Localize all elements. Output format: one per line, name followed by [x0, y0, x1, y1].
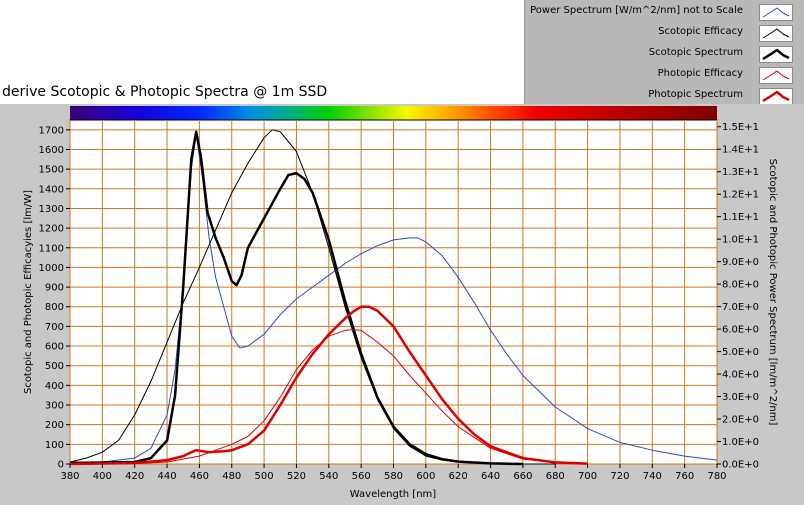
y2-tick-label: 8.0E+0 — [722, 280, 759, 291]
y2-tick-label: 1.2E+1 — [722, 190, 759, 201]
y2-tick-label: 4.0E+0 — [722, 370, 759, 381]
legend-swatch-line — [762, 90, 790, 103]
legend-swatch-line — [762, 48, 790, 61]
y2-tick-label: 6.0E+0 — [722, 325, 759, 336]
legend-label: Scotopic Efficacy — [658, 26, 743, 37]
x-tick-label: 440 — [158, 471, 177, 482]
x-tick-label: 700 — [578, 471, 597, 482]
y2-tick-label: 3.0E+0 — [722, 392, 759, 403]
y-tick-label: 0 — [58, 460, 64, 471]
y-tick-label: 500 — [45, 361, 64, 372]
y-tick-label: 1700 — [39, 125, 64, 136]
plot-frame: 380 400 420 440 460 480 500 520 540 560 580 600 620 6… — [0, 104, 804, 505]
y-tick-label: 1500 — [39, 165, 64, 176]
legend-label: Power Spectrum [W/m^2/nm] not to Scale — [530, 5, 743, 16]
spectrum-bar — [70, 106, 717, 120]
x-tick-label: 400 — [93, 471, 112, 482]
legend-item[interactable]: Photopic Efficacy — [525, 65, 804, 85]
x-tick-label: 780 — [707, 471, 726, 482]
x-tick-label: 420 — [125, 471, 144, 482]
x-tick-label: 560 — [352, 471, 371, 482]
series-photopic-spectrum — [69, 305, 588, 466]
legend-swatch-icon — [759, 67, 793, 84]
series-photopic-efficacy — [69, 329, 588, 465]
y2-tick-label: 1.3E+1 — [722, 167, 759, 178]
legend-swatch-line — [762, 70, 790, 81]
y-tick-label: 200 — [45, 420, 64, 431]
y-tick-label: 1000 — [39, 263, 64, 274]
chart-title: derive Scotopic & Photopic Spectra @ 1m … — [2, 84, 328, 100]
y2-tick-label: 1.4E+1 — [722, 145, 759, 156]
legend-swatch-icon — [759, 4, 793, 21]
y-tick-label: 1300 — [39, 204, 64, 215]
y2-tick-label: 9.0E+0 — [722, 257, 759, 268]
x-tick-label: 540 — [319, 471, 338, 482]
x-tick-label: 600 — [416, 471, 435, 482]
y-tick-label: 400 — [45, 381, 64, 392]
y-tick-label: 1400 — [39, 184, 64, 195]
legend-label: Scotopic Spectrum — [648, 47, 743, 58]
y-tick-label: 900 — [45, 283, 64, 294]
y2-tick-label: 1.0E+1 — [722, 235, 759, 246]
x-tick-label: 660 — [513, 471, 532, 482]
y2-tick-label: 1.0E+0 — [722, 437, 759, 448]
x-tick-label: 760 — [675, 471, 694, 482]
legend-swatch-icon — [759, 25, 793, 42]
x-tick-label: 460 — [190, 471, 209, 482]
legend: Power Spectrum [W/m^2/nm] not to Scale Sc… — [524, 0, 804, 105]
x-tick-label: 380 — [60, 471, 79, 482]
y-tick-label: 1100 — [39, 243, 64, 254]
legend-swatch-icon — [759, 46, 793, 63]
series-scotopic-spectrum — [69, 130, 523, 466]
y2-tick-label: 5.0E+0 — [722, 347, 759, 358]
y-tick-label: 300 — [45, 401, 64, 412]
chart: 380 400 420 440 460 480 500 520 540 560 580 600 620 6… — [23, 106, 778, 500]
y2-tick-label: 1.1E+1 — [722, 212, 759, 223]
legend-item[interactable]: Scotopic Efficacy — [525, 23, 804, 43]
x-tick-label: 720 — [610, 471, 629, 482]
y2-tick-label: 2.0E+0 — [722, 415, 759, 426]
x-tick-label: 520 — [287, 471, 306, 482]
y-axis-label: Scotopic and Photopic Efficacyies [lm/W] — [23, 190, 34, 394]
legend-item[interactable]: Power Spectrum [W/m^2/nm] not to Scale — [525, 2, 804, 22]
tick-group: 380 400 420 440 460 480 500 520 540 560 580 600 620 6… — [39, 122, 759, 482]
x-tick-label: 640 — [481, 471, 500, 482]
legend-swatch-icon — [759, 88, 793, 105]
legend-swatch-line — [762, 7, 790, 18]
series-scotopic-efficacy — [69, 129, 556, 465]
x-tick-label: 680 — [546, 471, 565, 482]
x-tick-label: 740 — [643, 471, 662, 482]
y-tick-label: 1600 — [39, 145, 64, 156]
y-tick-label: 100 — [45, 440, 64, 451]
legend-swatch-line — [762, 28, 790, 39]
y-tick-label: 600 — [45, 342, 64, 353]
x-tick-label: 480 — [222, 471, 241, 482]
y-tick-label: 700 — [45, 322, 64, 333]
x-tick-label: 620 — [449, 471, 468, 482]
x-tick-label: 500 — [255, 471, 274, 482]
legend-item[interactable]: Photopic Spectrum — [525, 86, 804, 106]
x-tick-label: 580 — [384, 471, 403, 482]
series-group — [69, 129, 718, 466]
y2-tick-label: 7.0E+0 — [722, 302, 759, 313]
x-axis-label: Wavelength [nm] — [350, 489, 436, 500]
y-tick-label: 1200 — [39, 224, 64, 235]
y2-tick-label: 0.0E+0 — [722, 460, 759, 471]
legend-label: Photopic Efficacy — [657, 68, 743, 79]
legend-item[interactable]: Scotopic Spectrum — [525, 44, 804, 64]
legend-label: Photopic Spectrum — [648, 89, 743, 100]
y2-tick-label: 1.5E+1 — [722, 122, 759, 133]
y-tick-label: 800 — [45, 302, 64, 313]
y2-axis-label: Scotopic and Photopic Power Spectrum [lm… — [767, 159, 778, 426]
